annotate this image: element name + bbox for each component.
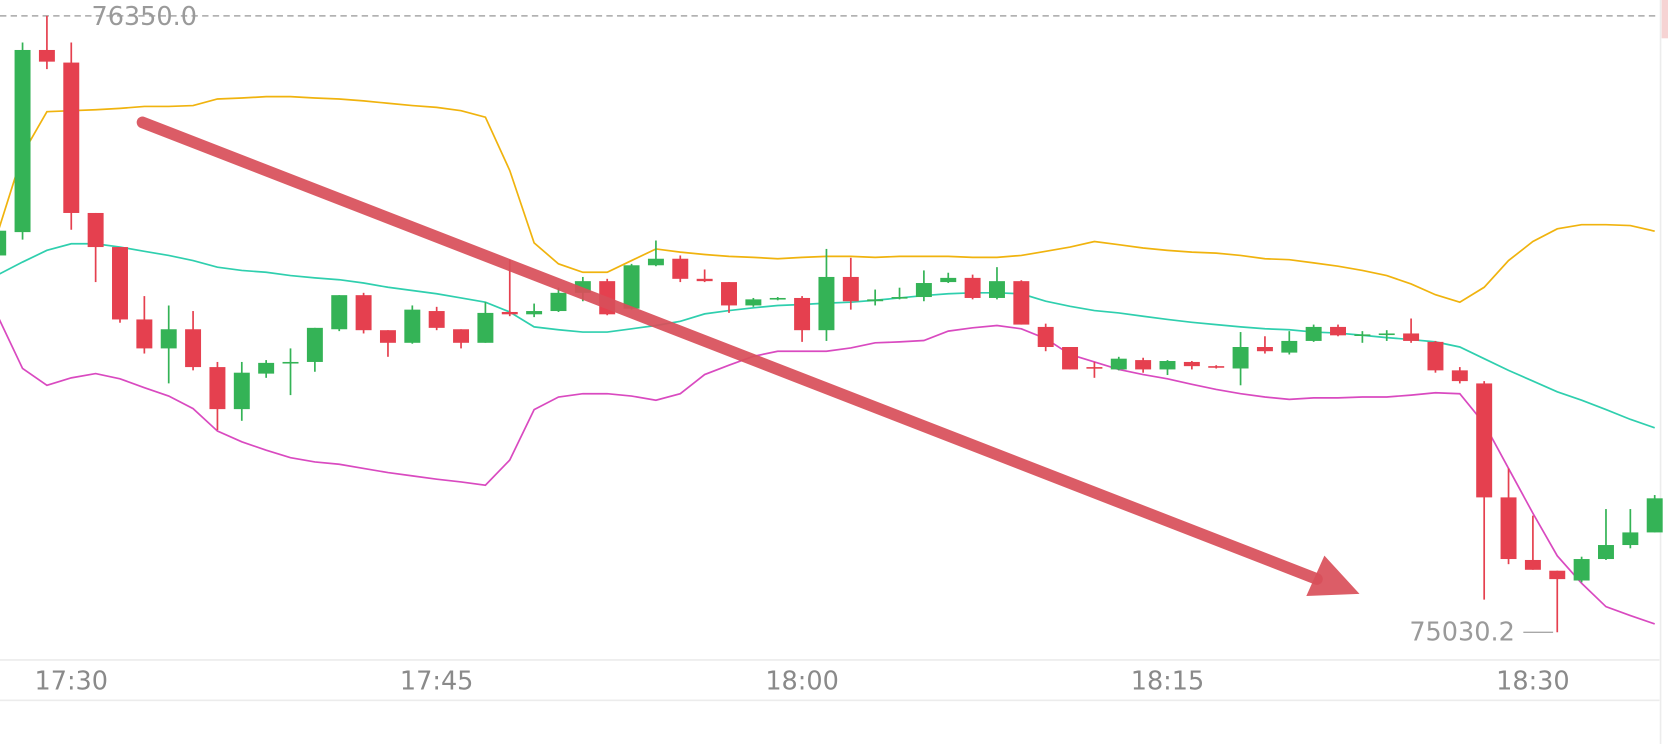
x-tick-label: 18:15 (1131, 666, 1205, 696)
candle-body (623, 265, 640, 309)
candle-body (672, 258, 689, 279)
candle-body (1524, 559, 1541, 570)
candle-body (745, 299, 762, 306)
arrow-head (1306, 555, 1360, 597)
candle-body (891, 297, 908, 299)
max-price-label: 76350.0 (91, 2, 196, 32)
candle-body (1208, 366, 1225, 368)
candle-body (1281, 340, 1298, 353)
candle-body (1427, 341, 1444, 371)
price-tag-edge (1661, 0, 1668, 39)
candle-body (1354, 334, 1371, 336)
candle-body (1330, 326, 1346, 336)
candle-body (1500, 497, 1517, 560)
band-lower (0, 318, 1655, 625)
candle-body (818, 276, 835, 331)
candle-body (453, 329, 470, 343)
candle-body (1451, 370, 1468, 382)
candle-body (379, 330, 396, 343)
candle-body (1378, 333, 1395, 336)
candle-body (136, 319, 153, 349)
candle-body (1403, 333, 1420, 341)
candle-body (428, 311, 445, 328)
candle-body (14, 49, 31, 233)
candle-body (867, 299, 884, 302)
candle-body (794, 297, 811, 331)
arrow-shaft (136, 116, 1323, 585)
candle-body (647, 258, 664, 266)
candle-body (1183, 361, 1200, 367)
candle-body (1110, 358, 1127, 370)
candle-body (477, 312, 494, 343)
trend-arrow (136, 116, 1360, 597)
candle-body (1646, 498, 1663, 533)
candle-body (63, 62, 80, 213)
candle-body (233, 372, 250, 410)
candle-body (404, 309, 421, 343)
x-tick-label: 18:00 (765, 666, 839, 696)
candle-body (964, 277, 981, 298)
marks (0, 15, 1663, 633)
candle-body (1305, 326, 1322, 341)
candle-body (696, 278, 713, 282)
candle-body (574, 281, 591, 293)
candle-body (1598, 545, 1614, 560)
candle-body (501, 311, 518, 315)
candle-body (282, 361, 299, 364)
candle-body (1062, 347, 1079, 370)
candle-body (721, 282, 737, 306)
x-tick-label: 17:30 (35, 666, 109, 696)
x-tick-label: 17:45 (400, 666, 474, 696)
candle-body (1013, 281, 1030, 325)
candle-body (185, 329, 202, 368)
candle-body (355, 295, 372, 331)
candle-body (209, 367, 226, 410)
candle-body (769, 297, 786, 300)
candle-body (1232, 347, 1249, 369)
candle-body (1037, 326, 1054, 348)
candle-body (0, 230, 7, 256)
candle-body (1159, 361, 1176, 370)
labels: 76350.0 75030.2 17:30 17:45 18:00 18:15 18:30 (35, 2, 1570, 696)
candle-body (112, 247, 128, 320)
candle-body (915, 283, 932, 298)
candle-body (331, 295, 348, 330)
candle-body (1476, 383, 1493, 498)
candle-body (988, 281, 1005, 298)
x-tick-label: 18:30 (1496, 666, 1570, 696)
candle-body (87, 212, 104, 248)
candle-body (1573, 559, 1590, 581)
min-price-label: 75030.2 (1409, 617, 1514, 647)
candle-body (526, 311, 543, 315)
candle-body (258, 362, 275, 374)
candle-body (38, 49, 55, 62)
candle-body (1086, 367, 1103, 369)
candle-body (160, 329, 177, 349)
candle-body (1135, 360, 1152, 370)
candle-body (1256, 347, 1273, 352)
candle-body (1622, 532, 1639, 546)
candle-body (550, 292, 567, 312)
candle-body (1549, 570, 1566, 580)
candle-body (306, 327, 323, 362)
candle-body (842, 276, 859, 302)
candle-body (940, 277, 957, 283)
